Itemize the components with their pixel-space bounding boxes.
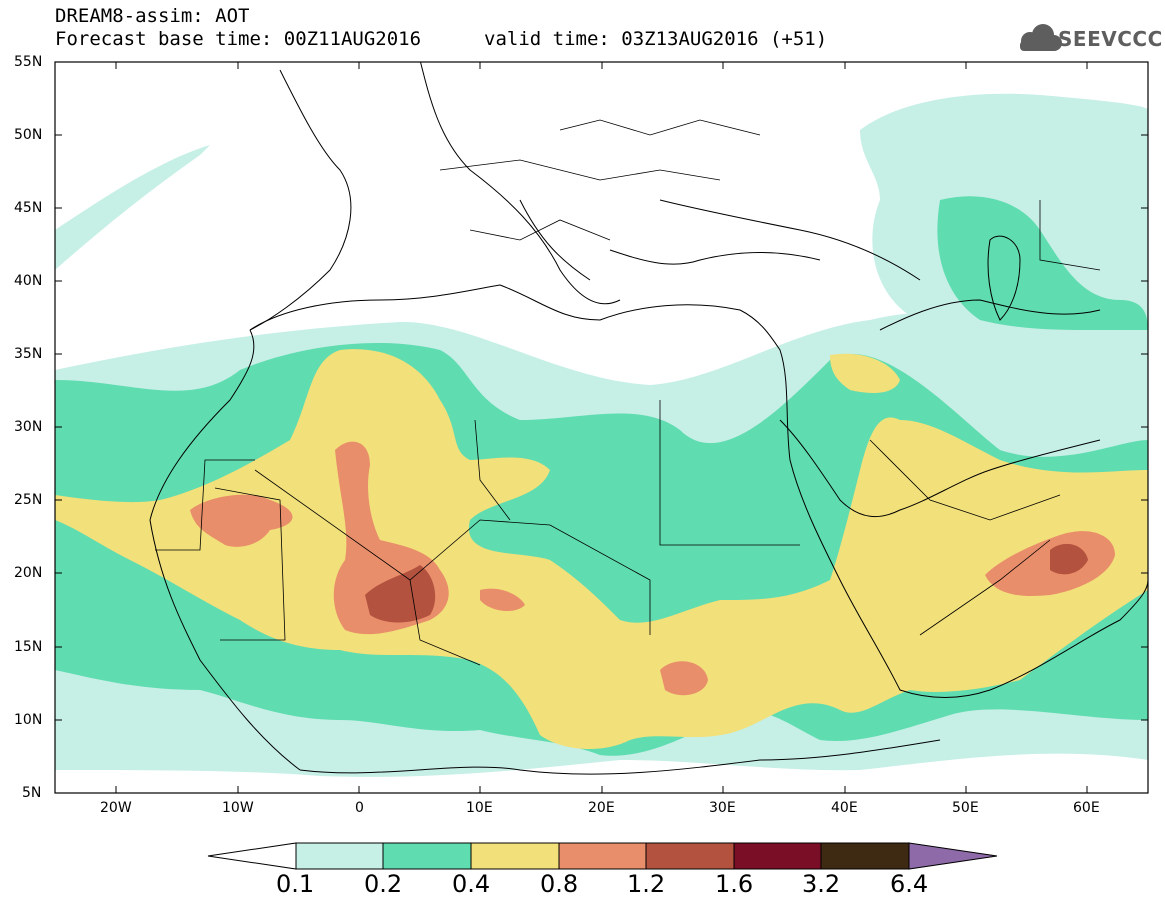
colorbar-cell-1 (295, 842, 384, 870)
lon-label: 20W (100, 800, 132, 816)
colorbar-label: 3.2 (802, 870, 841, 898)
aot-level-05 (365, 543, 1088, 623)
lat-label: 25N (14, 492, 43, 508)
lat-label: 20N (14, 565, 43, 581)
lat-label: 45N (14, 200, 43, 216)
logo-text: SEEVCCC (1058, 27, 1163, 51)
lat-label: 40N (14, 273, 43, 289)
lat-label: 50N (14, 127, 43, 143)
lat-label: 30N (14, 419, 43, 435)
colorbar-cell-under (207, 842, 297, 870)
lon-label: 20E (588, 800, 615, 816)
lon-label: 10E (466, 800, 493, 816)
colorbar-cell-5 (645, 842, 735, 870)
colorbar-cell-7 (820, 842, 910, 870)
lon-label: 0 (355, 800, 364, 816)
lat-label: 15N (14, 639, 43, 655)
colorbar-label: 0.2 (364, 870, 403, 898)
cloud-icon (1020, 24, 1062, 51)
borders (155, 119, 1101, 666)
colorbar-cell-2 (382, 842, 472, 870)
colorbar-label: 6.4 (890, 870, 929, 898)
colorbar-label: 0.1 (276, 870, 315, 898)
lon-ticks (115, 62, 1088, 793)
title-model: DREAM8-assim: AOT (55, 5, 250, 27)
lon-label: 60E (1073, 800, 1100, 816)
lon-label: 40E (831, 800, 858, 816)
colorbar-cell-6 (733, 842, 822, 870)
colorbar-label: 1.2 (627, 870, 666, 898)
coastlines (149, 62, 1148, 775)
lon-label: 30E (709, 800, 736, 816)
colorbar-label: 0.8 (540, 870, 579, 898)
lon-label: 10W (222, 800, 254, 816)
aot-level-03 (55, 349, 1148, 750)
title-valid-time: valid time: 03Z13AUG2016 (+51) (484, 28, 828, 50)
lon-label: 50E (952, 800, 979, 816)
lat-label: 55N (14, 54, 43, 70)
colorbar-label: 0.4 (452, 870, 491, 898)
lat-label: 10N (14, 712, 43, 728)
lat-ticks (55, 61, 1148, 721)
lat-label: 5N (22, 785, 42, 801)
colorbar (207, 842, 998, 870)
colorbar-cell-over (908, 842, 998, 870)
title-base-time: Forecast base time: 00Z11AUG2016 (55, 28, 422, 50)
colorbar-cell-3 (470, 842, 560, 870)
colorbar-label: 1.6 (715, 870, 754, 898)
colorbar-cell-4 (558, 842, 647, 870)
lat-label: 35N (14, 346, 43, 362)
